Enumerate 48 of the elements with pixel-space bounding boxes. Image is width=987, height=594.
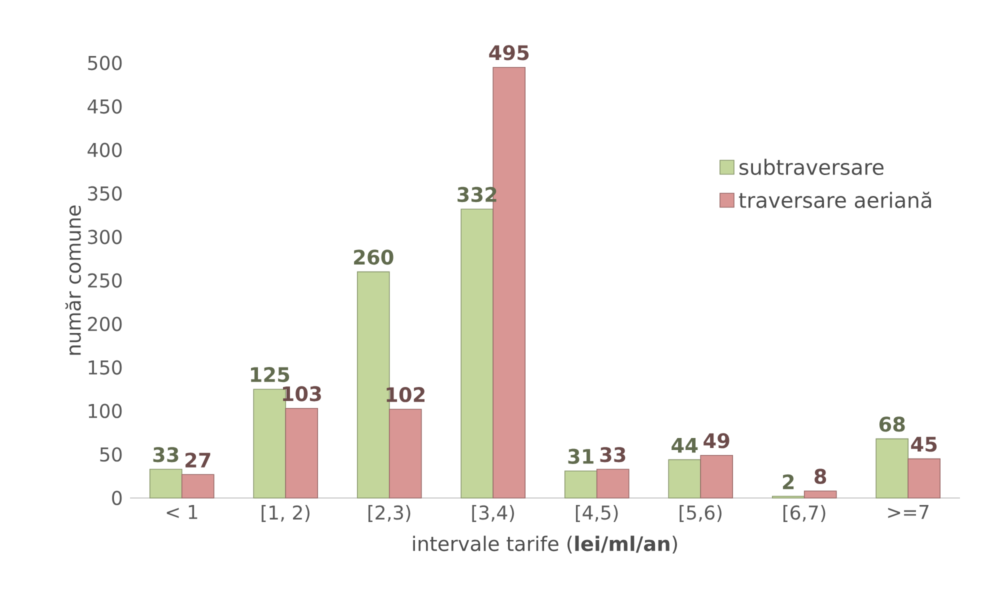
x-axis-title: intervale tarife (lei/ml/an) — [413, 536, 677, 554]
data-label: 33 — [153, 447, 178, 462]
x-tick-label: < 1 — [166, 505, 198, 519]
bar — [596, 468, 630, 498]
y-axis-title: număr comune — [65, 206, 81, 355]
data-label: 260 — [354, 250, 394, 265]
bar — [700, 454, 734, 498]
x-tick-label: >=7 — [888, 505, 928, 519]
bar — [908, 458, 940, 498]
y-tick-label: 300 — [88, 230, 122, 244]
bar — [181, 474, 214, 498]
data-label: 495 — [489, 45, 529, 60]
bar — [876, 438, 909, 498]
legend-label: subtraversare — [740, 158, 884, 176]
x-tick-label: [6,7) — [783, 505, 826, 522]
bar — [285, 408, 318, 498]
y-tick-label: 200 — [88, 316, 122, 332]
bar — [804, 490, 837, 498]
y-tick-label: 450 — [88, 99, 122, 114]
x-tick-label: [4,5) — [576, 505, 618, 522]
data-label: 68 — [879, 416, 905, 432]
y-tick-label: 250 — [88, 273, 122, 288]
x-tick-label: [3,4) — [472, 505, 514, 522]
data-label: 49 — [704, 433, 730, 448]
x-tick-label: [1, 2) — [262, 505, 310, 522]
y-tick-label: 400 — [88, 142, 122, 158]
bar — [668, 459, 702, 498]
y-tick-label: 350 — [88, 186, 122, 201]
data-label: 125 — [251, 367, 290, 382]
y-tick-label: 0 — [112, 490, 122, 506]
x-tick-label: [2,3) — [368, 505, 410, 522]
data-label: 33 — [600, 447, 626, 462]
x-tick-label: [5,6) — [680, 505, 722, 522]
data-label: 44 — [672, 438, 698, 453]
data-label: 2 — [782, 474, 794, 490]
data-label: 27 — [186, 452, 210, 468]
y-tick-label: 100 — [88, 404, 122, 418]
data-label: 31 — [568, 448, 594, 464]
legend-label: traversare aeriană — [738, 192, 932, 208]
bar — [149, 468, 182, 498]
y-tick-label: 50 — [100, 447, 122, 462]
data-label: 45 — [911, 436, 937, 452]
bar — [460, 208, 494, 498]
y-tick-label: 150 — [88, 360, 122, 375]
y-tick-label: 500 — [88, 56, 122, 70]
bar — [564, 470, 598, 498]
bar — [388, 408, 422, 498]
data-label: 8 — [814, 468, 826, 484]
